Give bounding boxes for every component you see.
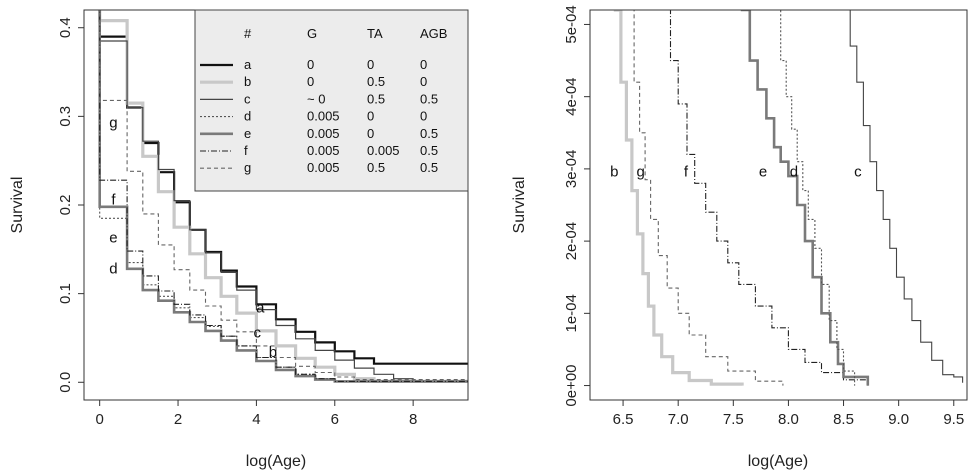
right-plot-panel: b g f e d c 6.5 7.0 7.5 8.0 8.5 9.0 9.5 0e+00 1e-04 2… [511, 5, 968, 470]
legend-cell: ~ 0 [307, 91, 325, 106]
left-x-axis-title: log(Age) [246, 453, 306, 470]
series-b-line [98, 10, 468, 383]
x-tick-label: 0 [96, 411, 104, 428]
legend-cell: 0.005 [307, 143, 340, 158]
series-f-line [663, 10, 869, 386]
legend-header: G [307, 26, 317, 41]
curve-label-c: c [253, 324, 261, 341]
legend-cell: 0.5 [420, 143, 438, 158]
y-tick-label: 0.4 [57, 17, 74, 38]
x-tick-label: 2 [174, 411, 182, 428]
legend-cell: 0 [367, 57, 374, 72]
curve-label-e: e [109, 230, 117, 247]
y-tick-label: 0.2 [57, 195, 74, 216]
legend-cell: 0 [367, 109, 374, 124]
legend-header: AGB [420, 26, 447, 41]
right-y-axis: 0e+00 1e-04 2e-04 3e-04 4e-04 5e-04 [563, 5, 590, 407]
x-tick-label: 7.0 [668, 411, 689, 428]
curve-label-b: b [269, 344, 277, 361]
legend-cell: 0 [420, 74, 427, 89]
series-c-line [842, 10, 964, 383]
legend-cell: c [244, 91, 251, 106]
series-f-line [99, 10, 468, 383]
series-d-line [774, 10, 856, 386]
x-tick-label: 6.5 [613, 411, 634, 428]
y-tick-label: 0.3 [57, 106, 74, 127]
legend-cell: g [244, 160, 251, 175]
legend-header: # [244, 26, 252, 41]
y-tick-label: 3e-04 [563, 150, 580, 188]
legend-cell: 0.5 [420, 160, 438, 175]
curve-label-b: b [610, 163, 618, 180]
legend-cell: 0.005 [307, 160, 340, 175]
curve-label-f: f [684, 163, 689, 180]
left-legend: # G TA AGB a 0 0 0 b 0 0.5 0 c ~ 0 0.5 0.5 d 0.005 0 0 e 0.00… [194, 9, 469, 192]
curve-label-d: d [109, 261, 117, 278]
legend-cell: 0.5 [367, 74, 385, 89]
y-tick-label: 5e-04 [563, 5, 580, 43]
x-tick-label: 8.5 [833, 411, 854, 428]
legend-cell: 0 [367, 126, 374, 141]
x-tick-label: 8 [409, 411, 417, 428]
curve-label-c: c [854, 163, 862, 180]
legend-cell: a [244, 57, 252, 72]
legend-cell: 0 [307, 74, 314, 89]
y-tick-label: 2e-04 [563, 222, 580, 260]
curve-label-g: g [109, 114, 117, 131]
x-tick-label: 7.5 [723, 411, 744, 428]
legend-cell: 0 [420, 57, 427, 72]
curve-label-a: a [256, 300, 265, 317]
legend-cell: f [244, 143, 248, 158]
series-e-line [740, 10, 870, 386]
y-tick-label: 0e+00 [563, 364, 580, 406]
y-tick-label: 0.1 [57, 283, 74, 304]
series-c-line [99, 10, 468, 383]
left-y-axis: 0.0 0.1 0.2 0.3 0.4 [57, 17, 84, 393]
legend-cell: 0.5 [420, 91, 438, 106]
curve-label-d: d [790, 163, 798, 180]
legend-box [194, 9, 469, 192]
left-y-axis-title: Survival [9, 177, 26, 234]
legend-cell: e [244, 126, 251, 141]
right-plot-frame [589, 9, 968, 401]
legend-cell: 0.5 [367, 160, 385, 175]
right-y-axis-title: Survival [511, 177, 528, 234]
series-g-line [628, 10, 784, 386]
x-tick-label: 6 [331, 411, 339, 428]
series-g-line [99, 10, 468, 383]
legend-header: TA [367, 26, 383, 41]
legend-cell: b [244, 74, 251, 89]
left-x-axis: 0 2 4 6 8 [96, 400, 417, 428]
x-tick-label: 9.0 [888, 411, 909, 428]
legend-cell: d [244, 109, 251, 124]
legend-cell: 0 [420, 109, 427, 124]
legend-cell: 0.5 [420, 126, 438, 141]
legend-cell: 0.005 [307, 109, 340, 124]
y-tick-label: 4e-04 [563, 77, 580, 115]
curve-label-e: e [759, 163, 767, 180]
right-x-axis-title: log(Age) [748, 453, 808, 470]
legend-cell: 0 [307, 57, 314, 72]
curve-label-g: g [637, 163, 645, 180]
series-b-line [613, 10, 744, 386]
legend-cell: 0.005 [367, 143, 400, 158]
curve-label-f: f [111, 192, 116, 209]
x-tick-label: 4 [252, 411, 260, 428]
right-x-axis: 6.5 7.0 7.5 8.0 8.5 9.0 9.5 [613, 400, 964, 428]
y-tick-label: 1e-04 [563, 294, 580, 332]
x-tick-label: 8.0 [778, 411, 799, 428]
legend-cell: 0.5 [367, 91, 385, 106]
legend-cell: 0.005 [307, 126, 340, 141]
y-tick-label: 0.0 [57, 372, 74, 393]
x-tick-label: 9.5 [943, 411, 964, 428]
